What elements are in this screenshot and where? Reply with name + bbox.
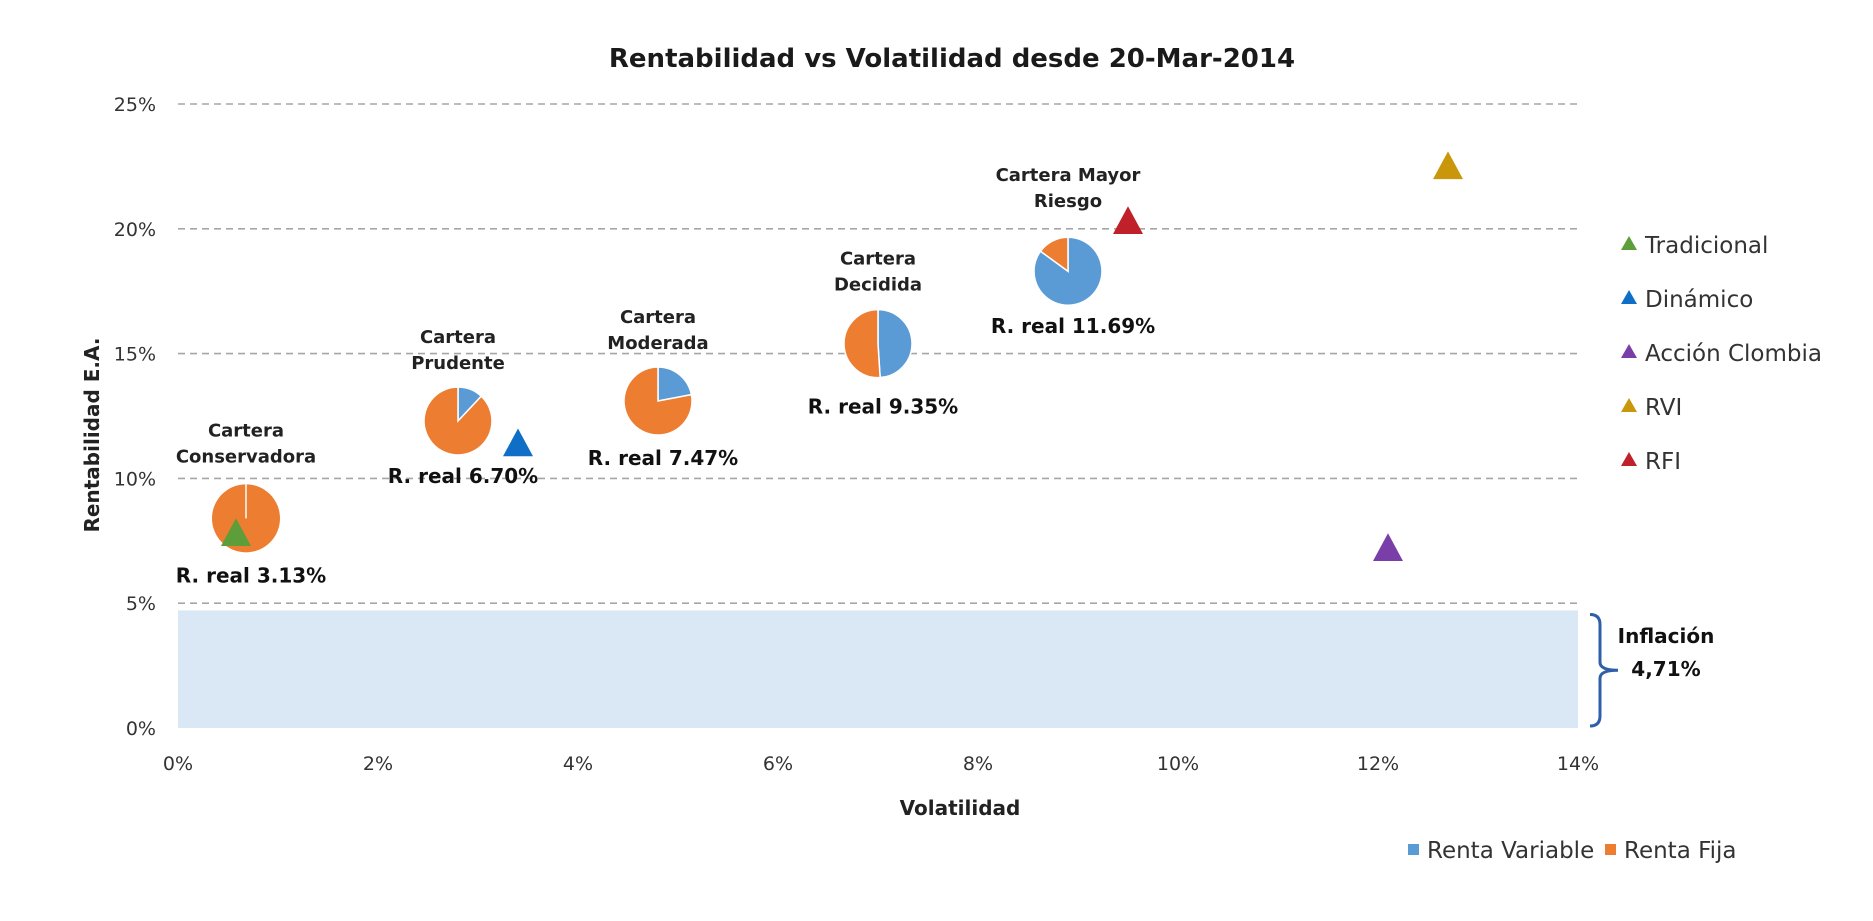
chart-title: Rentabilidad vs Volatilidad desde 20-Mar… bbox=[609, 44, 1295, 74]
pie-slice-renta-fija bbox=[423, 386, 493, 456]
pie-label: Conservadora bbox=[176, 446, 316, 467]
real-return-label: R. real 7.47% bbox=[588, 446, 738, 470]
x-tick-label: 8% bbox=[963, 753, 993, 775]
y-tick-label: 10% bbox=[114, 468, 156, 490]
legend-label-rvi: RVI bbox=[1645, 395, 1682, 421]
pie-label: Riesgo bbox=[1034, 191, 1102, 212]
y-tick-label: 5% bbox=[126, 593, 156, 615]
y-axis-label: Rentabilidad E.A. bbox=[80, 338, 104, 533]
inflation-band bbox=[178, 610, 1578, 728]
legend-label-tradicional: Tradicional bbox=[1644, 233, 1768, 259]
pie-slice-renta-variable bbox=[657, 366, 693, 402]
marker-rvi bbox=[1433, 151, 1463, 180]
pie-label: Cartera bbox=[208, 420, 284, 441]
inflation-label: Inflación bbox=[1618, 624, 1715, 648]
x-tick-label: 4% bbox=[563, 753, 593, 775]
x-tick-label: 0% bbox=[163, 753, 193, 775]
x-axis-label: Volatilidad bbox=[900, 796, 1021, 820]
y-tick-label: 25% bbox=[114, 94, 156, 116]
series-legend: Tradicional Dinámico Acción Clombia RVI RFI bbox=[1621, 233, 1822, 475]
pie-legend-swatch-renta-variable bbox=[1408, 844, 1419, 855]
legend-marker-rfi bbox=[1621, 452, 1637, 466]
pie-cartera-moderada bbox=[623, 366, 693, 436]
pie-slice-renta-fija bbox=[623, 366, 693, 436]
real-return-label: R. real 9.35% bbox=[808, 395, 958, 419]
marker-tradicional bbox=[221, 518, 251, 547]
legend-label-acción-clombia: Acción Clombia bbox=[1645, 341, 1822, 367]
pie-legend-swatch-renta-fija bbox=[1605, 844, 1616, 855]
legend-marker-tradicional bbox=[1621, 236, 1637, 250]
pie-slice-renta-variable bbox=[877, 308, 913, 379]
legend-marker-rvi bbox=[1621, 398, 1637, 412]
pie-legend-label-renta-fija: Renta Fija bbox=[1624, 838, 1737, 864]
pie-slice-renta-fija bbox=[843, 308, 881, 379]
x-tick-label: 10% bbox=[1157, 753, 1199, 775]
pie-cartera-mayor-riesgo bbox=[1033, 236, 1103, 306]
pie-label: Cartera Mayor bbox=[996, 165, 1141, 186]
pie-label: Decidida bbox=[834, 275, 922, 296]
legend-label-dinámico: Dinámico bbox=[1645, 287, 1753, 313]
real-return-label: R. real 3.13% bbox=[176, 563, 326, 587]
legend-label-rfi: RFI bbox=[1645, 449, 1681, 475]
pie-legend-label-renta-variable: Renta Variable bbox=[1427, 838, 1594, 864]
pie-slice-renta-fija bbox=[1039, 236, 1069, 273]
marker-acción-clombia bbox=[1373, 533, 1403, 562]
y-tick-label: 0% bbox=[126, 718, 156, 740]
legend-marker-dinámico bbox=[1621, 290, 1637, 304]
pie-cartera-prudente bbox=[423, 386, 493, 456]
real-return-label: R. real 6.70% bbox=[388, 464, 538, 488]
x-tick-label: 14% bbox=[1557, 753, 1599, 775]
plot-area: 0% 5% 10% 15% 20% 25% 0% 2% 4% 6% 8% 10% 12% 14% Infla… bbox=[114, 94, 1715, 775]
pie-label: Prudente bbox=[411, 353, 505, 374]
inflation-bracket bbox=[1589, 612, 1619, 728]
pie-cartera-decidida bbox=[843, 308, 913, 379]
pie-label: Moderada bbox=[607, 333, 708, 354]
pie-legend: Renta Variable Renta Fija bbox=[1408, 838, 1737, 864]
pie-label: Cartera bbox=[620, 307, 696, 328]
pie-label: Cartera bbox=[840, 249, 916, 270]
x-tick-label: 6% bbox=[763, 753, 793, 775]
y-tick-label: 20% bbox=[114, 219, 156, 241]
pie-label: Cartera bbox=[420, 327, 496, 348]
marker-dinámico bbox=[503, 428, 533, 457]
y-tick-label: 15% bbox=[114, 344, 156, 366]
x-tick-label: 2% bbox=[363, 753, 393, 775]
legend-marker-acción-clombia bbox=[1621, 344, 1637, 358]
x-tick-label: 12% bbox=[1357, 753, 1399, 775]
real-return-label: R. real 11.69% bbox=[991, 314, 1155, 338]
inflation-value: 4,71% bbox=[1631, 657, 1700, 681]
marker-rfi bbox=[1113, 206, 1143, 235]
